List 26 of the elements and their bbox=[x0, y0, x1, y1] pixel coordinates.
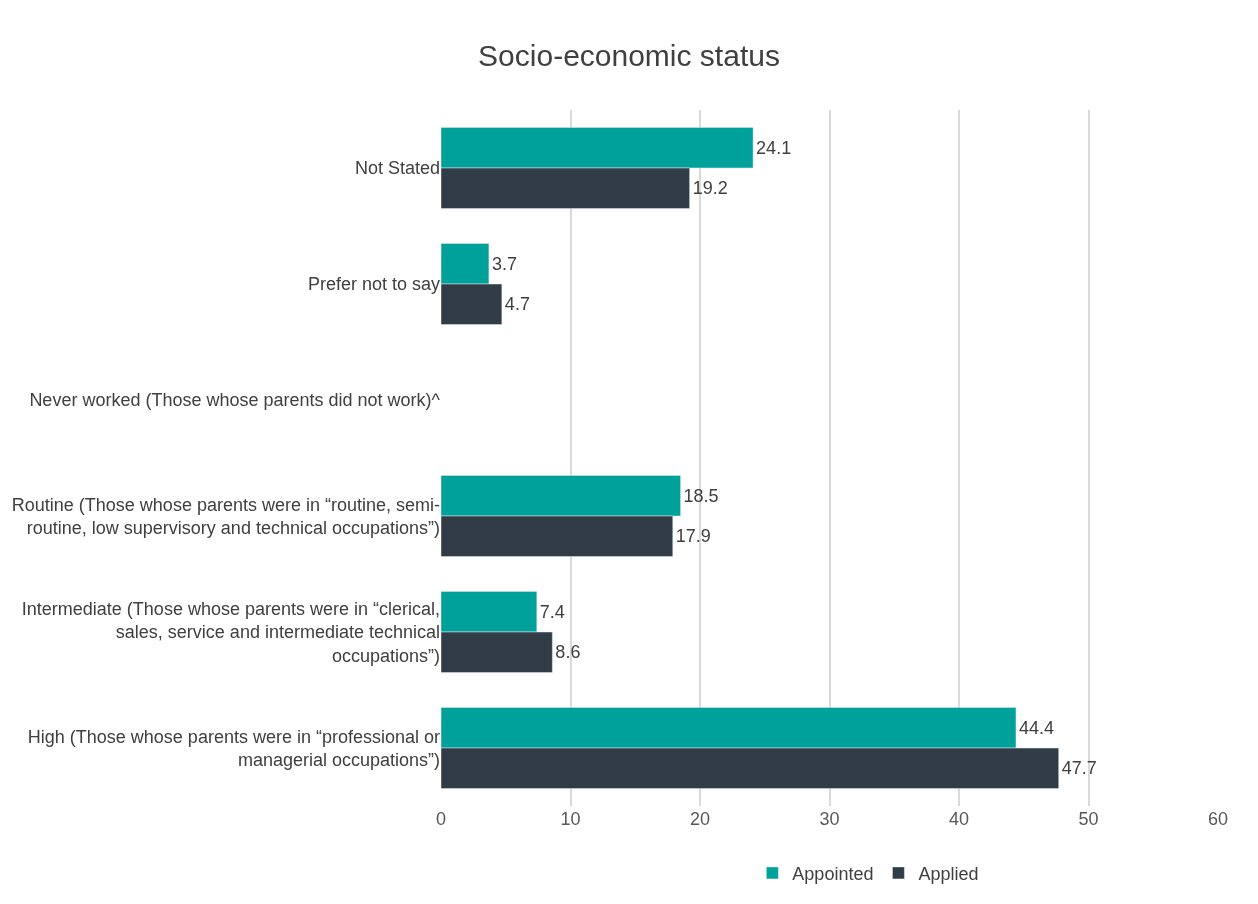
y-tick-label: Never worked (Those whose parents did not work)^ bbox=[29, 390, 441, 411]
legend-label: Applied bbox=[918, 863, 979, 884]
data-label: 18.5 bbox=[683, 485, 719, 506]
y-tick-label: Routine (Those whose parents were in “routine, semi-routine, low supervisory and technical occupations”) bbox=[11, 494, 440, 538]
data-label: 44.4 bbox=[1018, 717, 1055, 738]
legend-label: Appointed bbox=[792, 863, 874, 884]
x-tick-label: 50 bbox=[1078, 809, 1099, 829]
chart-title: Socio-economic status bbox=[478, 39, 780, 73]
data-label: 24.1 bbox=[756, 137, 792, 158]
y-tick-label: Not Stated bbox=[354, 158, 440, 179]
y-tick-label: Intermediate (Those whose parents were in “clerical, sales, service and intermediate technical occupations”) bbox=[21, 598, 440, 666]
x-tick-label: 0 bbox=[435, 809, 447, 829]
data-label: 47.7 bbox=[1061, 758, 1097, 779]
x-tick-label: 30 bbox=[819, 809, 840, 829]
x-tick-label: 60 bbox=[1207, 809, 1229, 829]
x-tick-label: 40 bbox=[948, 809, 970, 829]
data-label: 19.2 bbox=[692, 178, 728, 199]
data-label: 7.4 bbox=[539, 601, 565, 622]
y-tick-label: Prefer not to say bbox=[307, 274, 440, 295]
data-label: 3.7 bbox=[491, 253, 517, 274]
x-tick-label: 20 bbox=[689, 809, 711, 829]
data-label: 8.6 bbox=[555, 642, 581, 663]
data-label: 17.9 bbox=[675, 526, 711, 547]
x-tick-label: 10 bbox=[560, 809, 581, 829]
y-tick-label: High (Those whose parents were in “professional or managerial occupations”) bbox=[27, 726, 440, 770]
data-label: 4.7 bbox=[504, 294, 530, 315]
